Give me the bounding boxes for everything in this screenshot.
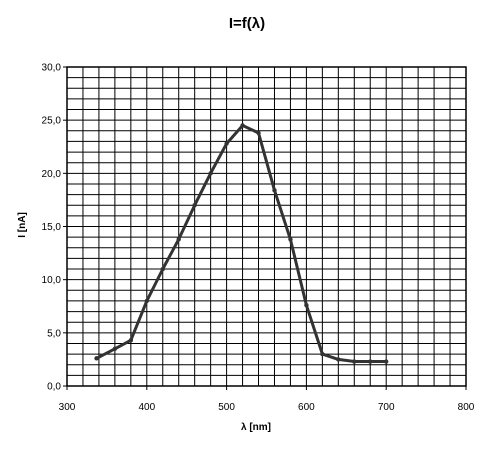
y-axis-label: I [nA] (17, 212, 28, 238)
y-axis-ticks: 0,0 5,0 10,0 15,0 20,0 25,0 30,0 (42, 63, 67, 393)
data-point (144, 298, 149, 304)
data-point (288, 237, 293, 242)
x-tick-label: 700 (378, 402, 395, 413)
y-tick-label: 15,0 (42, 222, 62, 233)
data-point (320, 351, 325, 357)
x-tick-label: 500 (218, 402, 235, 413)
data-point (224, 141, 229, 146)
data-point (256, 130, 261, 136)
y-tick-label: 25,0 (42, 116, 62, 127)
data-point (176, 237, 181, 242)
data-point (94, 356, 99, 361)
x-tick-label: 600 (298, 402, 315, 413)
data-point (352, 359, 357, 364)
y-tick-label: 5,0 (47, 328, 61, 339)
data-point (336, 357, 341, 362)
series-line (95, 124, 388, 363)
x-axis-label: λ [nm] (241, 422, 271, 433)
y-tick-label: 30,0 (42, 63, 62, 74)
data-point (384, 359, 389, 364)
data-point (160, 266, 165, 272)
data-point (128, 338, 134, 343)
data-point (368, 359, 373, 364)
x-tick-label: 300 (59, 402, 76, 413)
x-axis-ticks: 300 400 500 600 700 800 (59, 386, 475, 413)
data-point (112, 346, 118, 351)
data-point (208, 171, 213, 176)
y-tick-label: 20,0 (42, 169, 62, 180)
y-tick-label: 0,0 (47, 382, 61, 393)
data-point (192, 203, 197, 208)
x-tick-label: 400 (138, 402, 155, 413)
y-tick-label: 10,0 (42, 275, 62, 286)
data-point (272, 188, 277, 193)
x-tick-label: 800 (458, 402, 475, 413)
series-layer (94, 123, 389, 364)
grid-lines (67, 67, 466, 386)
data-point (240, 123, 245, 128)
data-point (304, 302, 309, 308)
chart-title: I=f(λ) (229, 15, 265, 32)
